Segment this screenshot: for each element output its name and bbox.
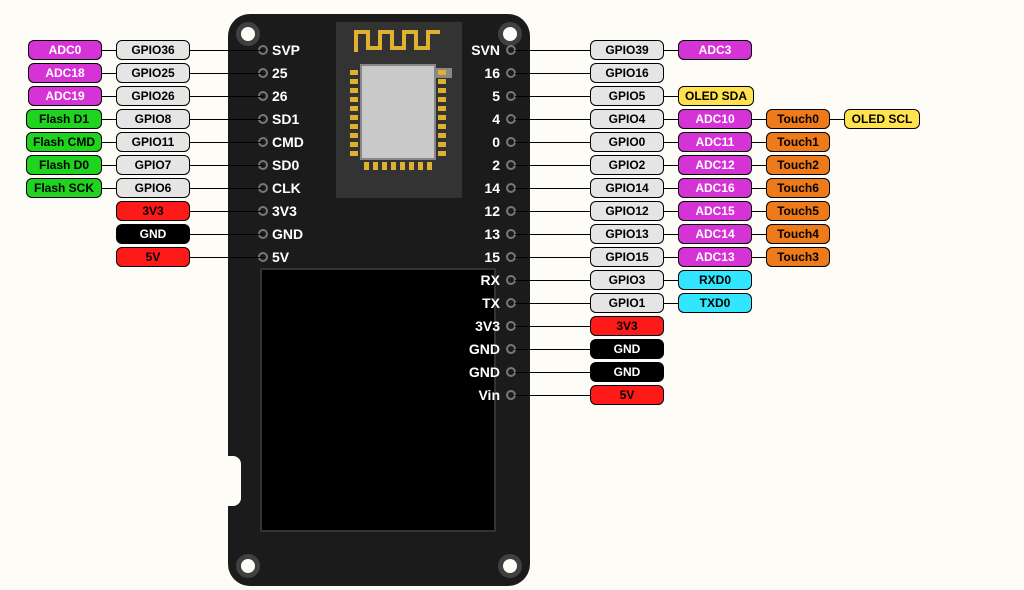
- pin-tag: GPIO6: [116, 178, 190, 198]
- pin-silk-label: SVP: [272, 42, 300, 58]
- pin-tag: Touch2: [766, 155, 830, 175]
- pin-tag: ADC15: [678, 201, 752, 221]
- pin-tag: Touch4: [766, 224, 830, 244]
- pin-tag: GPIO36: [116, 40, 190, 60]
- pin-tag: Flash D0: [26, 155, 102, 175]
- pin-tag: GPIO15: [590, 247, 664, 267]
- mounting-hole: [498, 22, 522, 46]
- pin-silk-label: 26: [272, 88, 288, 104]
- pin-silk-label: SD1: [272, 111, 299, 127]
- pin-tag: OLED SDA: [678, 86, 754, 106]
- pin-tag: ADC16: [678, 178, 752, 198]
- pin-silk-label: 14: [484, 180, 500, 196]
- pin-tag: GPIO13: [590, 224, 664, 244]
- pin-silk-label: 2: [492, 157, 500, 173]
- pin-tag: GPIO2: [590, 155, 664, 175]
- pin-tag: GPIO0: [590, 132, 664, 152]
- pin-tag: 3V3: [116, 201, 190, 221]
- pin-tag: ADC18: [28, 63, 102, 83]
- pin-tag: GPIO7: [116, 155, 190, 175]
- mounting-hole: [498, 554, 522, 578]
- pin-tag: GPIO26: [116, 86, 190, 106]
- pin-silk-label: RX: [481, 272, 500, 288]
- pin-tag: Touch6: [766, 178, 830, 198]
- pin-tag: 5V: [590, 385, 664, 405]
- pin-tag: ADC11: [678, 132, 752, 152]
- pin-tag: GPIO14: [590, 178, 664, 198]
- pin-silk-label: 12: [484, 203, 500, 219]
- pin-tag: 5V: [116, 247, 190, 267]
- pin-tag: GND: [116, 224, 190, 244]
- pin-tag: GPIO8: [116, 109, 190, 129]
- pin-silk-label: 3V3: [475, 318, 500, 334]
- pin-tag: ADC3: [678, 40, 752, 60]
- pin-tag: ADC12: [678, 155, 752, 175]
- pin-tag: Flash D1: [26, 109, 102, 129]
- pin-silk-label: 15: [484, 249, 500, 265]
- pin-tag: GPIO25: [116, 63, 190, 83]
- pin-silk-label: TX: [482, 295, 500, 311]
- pin-tag: OLED SCL: [844, 109, 920, 129]
- pin-silk-label: GND: [272, 226, 303, 242]
- pin-tag: Touch3: [766, 247, 830, 267]
- pin-silk-label: 4: [492, 111, 500, 127]
- pin-tag: ADC10: [678, 109, 752, 129]
- pin-tag: Flash SCK: [26, 178, 102, 198]
- pin-silk-label: 0: [492, 134, 500, 150]
- pin-silk-label: SD0: [272, 157, 299, 173]
- pin-tag: GPIO4: [590, 109, 664, 129]
- pin-tag: GPIO3: [590, 270, 664, 290]
- pin-tag: GPIO39: [590, 40, 664, 60]
- pin-silk-label: 5V: [272, 249, 289, 265]
- oled-screen: [260, 268, 496, 532]
- pin-tag: ADC13: [678, 247, 752, 267]
- pin-silk-label: GND: [469, 341, 500, 357]
- pin-tag: Flash CMD: [26, 132, 102, 152]
- mounting-hole: [236, 554, 260, 578]
- pin-tag: Touch1: [766, 132, 830, 152]
- pin-tag: GPIO16: [590, 63, 664, 83]
- pin-tag: TXD0: [678, 293, 752, 313]
- pin-silk-label: Vin: [478, 387, 500, 403]
- pin-tag: ADC0: [28, 40, 102, 60]
- pin-silk-label: CLK: [272, 180, 301, 196]
- mounting-hole: [236, 22, 260, 46]
- pin-tag: Touch0: [766, 109, 830, 129]
- pin-silk-label: 13: [484, 226, 500, 242]
- pin-silk-label: 5: [492, 88, 500, 104]
- pin-silk-label: GND: [469, 364, 500, 380]
- pin-tag: Touch5: [766, 201, 830, 221]
- esp-chip: [360, 64, 436, 160]
- pin-tag: RXD0: [678, 270, 752, 290]
- pin-tag: ADC14: [678, 224, 752, 244]
- pin-tag: GPIO1: [590, 293, 664, 313]
- pin-silk-label: SVN: [471, 42, 500, 58]
- pin-tag: GPIO12: [590, 201, 664, 221]
- pin-tag: GND: [590, 339, 664, 359]
- pin-silk-label: 25: [272, 65, 288, 81]
- pin-tag: 3V3: [590, 316, 664, 336]
- pin-tag: GND: [590, 362, 664, 382]
- pin-silk-label: CMD: [272, 134, 304, 150]
- pin-tag: GPIO5: [590, 86, 664, 106]
- pin-tag: GPIO11: [116, 132, 190, 152]
- pin-silk-label: 16: [484, 65, 500, 81]
- pin-tag: ADC19: [28, 86, 102, 106]
- pin-silk-label: 3V3: [272, 203, 297, 219]
